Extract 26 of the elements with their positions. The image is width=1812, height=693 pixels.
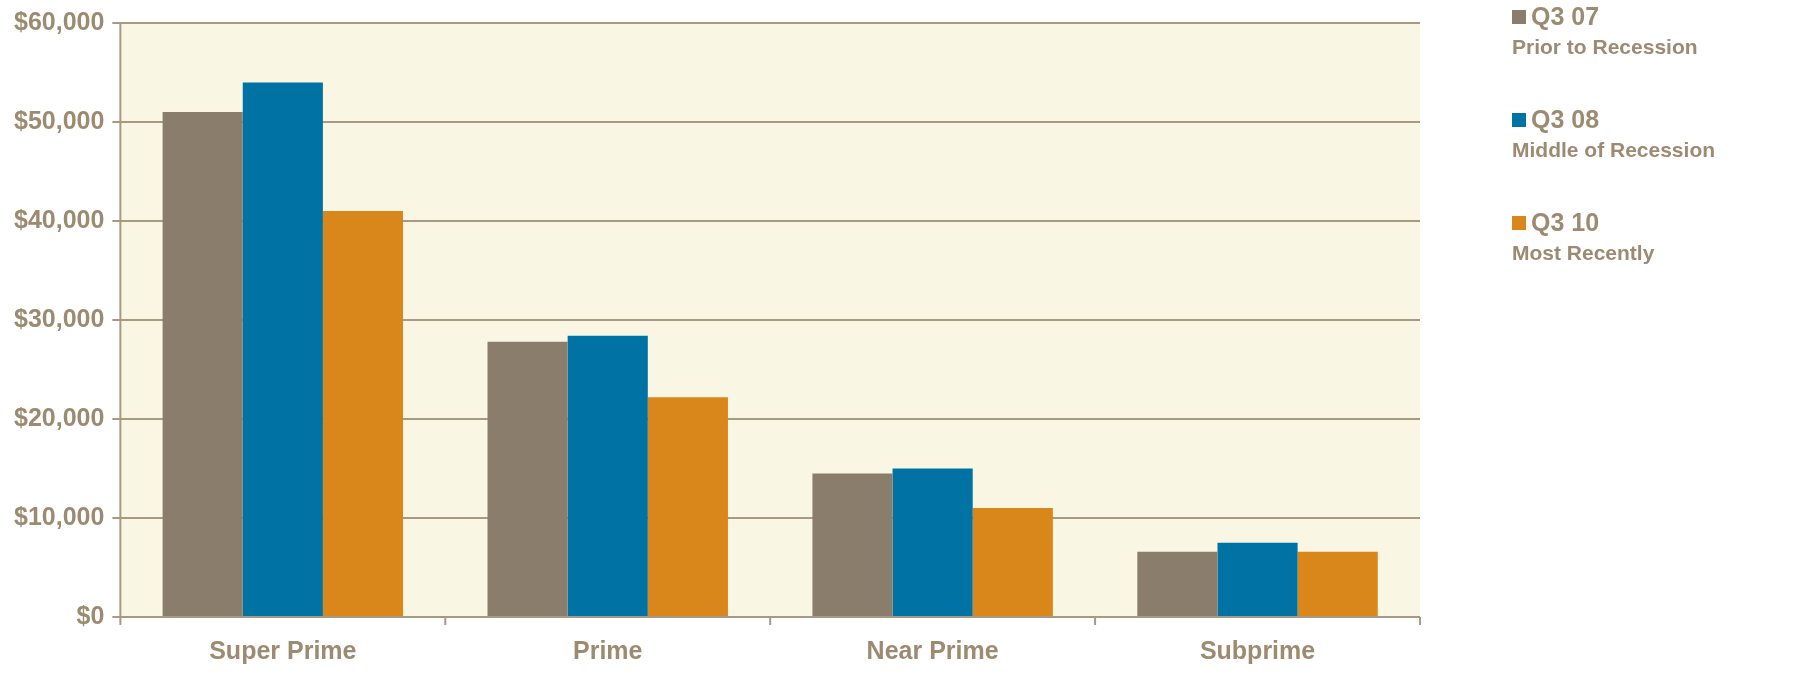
x-tick-label: Subprime bbox=[1199, 635, 1316, 664]
bar bbox=[1217, 542, 1298, 616]
y-tick-label: $30,000 bbox=[13, 303, 105, 332]
bar bbox=[162, 112, 243, 616]
y-tick-label: $40,000 bbox=[13, 204, 105, 233]
bar bbox=[1137, 551, 1218, 616]
bar bbox=[812, 473, 893, 616]
x-tick-label: Super Prime bbox=[209, 635, 357, 664]
bar bbox=[487, 341, 568, 616]
legend-label: Q3 10 Most Recently bbox=[1512, 208, 1656, 265]
y-tick-label: $10,000 bbox=[13, 501, 105, 530]
y-tick-label: $0 bbox=[76, 600, 105, 629]
bar bbox=[972, 508, 1053, 616]
x-tick-label: Prime bbox=[572, 635, 643, 664]
bar bbox=[567, 335, 648, 616]
x-tick-label: Near Prime bbox=[866, 635, 999, 664]
bar bbox=[242, 82, 323, 616]
y-tick-label: $60,000 bbox=[13, 6, 105, 35]
bar bbox=[1297, 551, 1378, 616]
y-tick-label: $50,000 bbox=[13, 105, 105, 134]
bar bbox=[892, 468, 973, 616]
bar bbox=[322, 211, 404, 616]
bar bbox=[647, 397, 728, 616]
y-tick-label: $20,000 bbox=[13, 402, 105, 431]
legend-label: Q3 07 Prior to Recession bbox=[1512, 2, 1699, 59]
legend-label: Q3 08 Middle of Recession bbox=[1512, 105, 1716, 162]
